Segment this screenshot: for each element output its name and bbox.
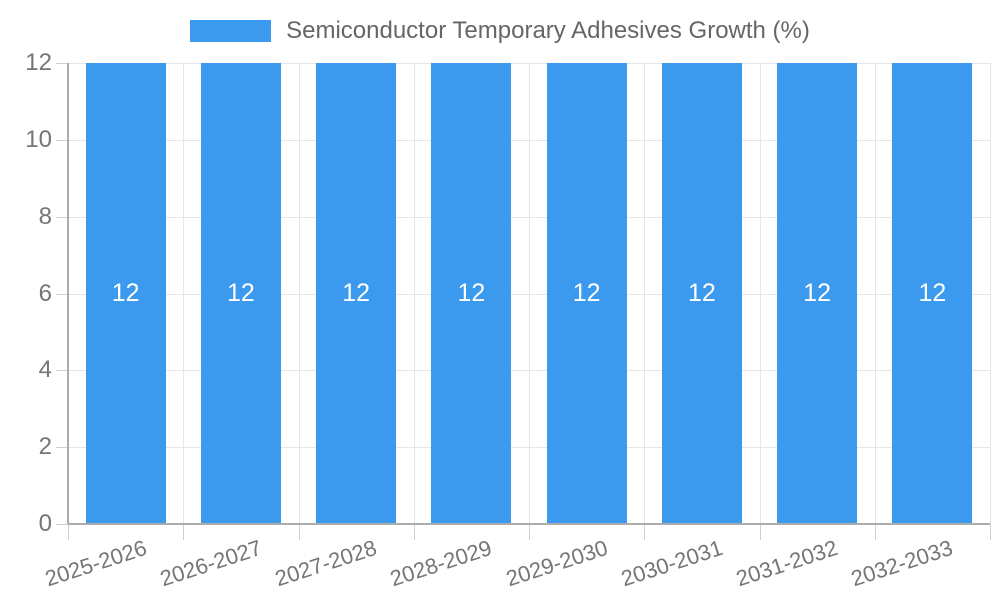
x-axis-tick-mark	[644, 524, 646, 540]
y-axis-tick-mark	[56, 370, 68, 372]
y-tick-label: 6	[38, 279, 52, 307]
plot-area: 12 12 12 12 12 12 12 12	[56, 63, 991, 540]
y-axis-tick-mark	[56, 447, 68, 449]
y-tick-label: 4	[38, 356, 52, 384]
y-axis-tick-mark	[56, 216, 68, 218]
bar[interactable]: 12	[431, 63, 512, 524]
y-tick-label: 2	[38, 433, 52, 461]
bar[interactable]: 12	[661, 63, 742, 524]
legend-label: Semiconductor Temporary Adhesives Growth…	[286, 17, 810, 44]
y-axis-line	[67, 63, 69, 524]
y-axis-tick-mark	[56, 63, 68, 64]
x-axis-tick-mark	[298, 524, 300, 540]
bar[interactable]: 12	[200, 63, 281, 524]
gridline-vertical	[183, 63, 185, 524]
bar-value-label: 12	[226, 279, 255, 307]
y-axis-tick-mark	[56, 524, 68, 525]
gridline-vertical	[990, 63, 991, 524]
gridline-vertical	[644, 63, 646, 524]
bar-value-label: 12	[803, 279, 832, 307]
gridline-vertical	[874, 63, 876, 524]
x-axis-tick-mark	[68, 524, 69, 540]
bar-value-label: 12	[572, 279, 601, 307]
y-tick-label: 10	[25, 125, 52, 153]
y-tick-label: 12	[25, 49, 52, 76]
x-axis-tick-mark	[990, 524, 991, 540]
x-axis-tick-mark	[874, 524, 876, 540]
bar-value-label: 12	[342, 279, 371, 307]
bar[interactable]: 12	[892, 63, 973, 524]
y-axis-tick-mark	[56, 139, 68, 141]
y-tick-label: 0	[38, 510, 52, 537]
y-axis-tick-mark	[56, 293, 68, 295]
x-axis-labels: 2025-2026 2026-2027 2027-2028 2028-2029 2029…	[42, 531, 990, 600]
legend-item[interactable]: Semiconductor Temporary Adhesives Growth…	[190, 18, 810, 44]
gridline-vertical	[413, 63, 415, 524]
x-axis-line	[68, 523, 990, 525]
legend-swatch-icon	[190, 20, 272, 42]
gridline-vertical	[298, 63, 300, 524]
bar-value-label: 12	[457, 279, 486, 307]
bar[interactable]: 12	[85, 63, 166, 524]
gridline-vertical	[759, 63, 761, 524]
y-axis-labels: 0 2 4 6 8 10 12	[0, 49, 52, 537]
bar-value-label: 12	[918, 279, 947, 307]
x-axis-tick-mark	[183, 524, 185, 540]
legend: Semiconductor Temporary Adhesives Growth…	[0, 18, 1000, 44]
x-axis-tick-mark	[413, 524, 415, 540]
y-tick-label: 8	[38, 202, 52, 230]
x-axis-tick-mark	[759, 524, 761, 540]
x-axis-tick-mark	[529, 524, 530, 540]
bar[interactable]: 12	[777, 63, 858, 524]
bar[interactable]: 12	[316, 63, 397, 524]
bar-value-label: 12	[687, 279, 716, 307]
bar[interactable]: 12	[546, 63, 627, 524]
bar-value-label: 12	[111, 279, 140, 307]
gridline-vertical	[529, 63, 530, 524]
